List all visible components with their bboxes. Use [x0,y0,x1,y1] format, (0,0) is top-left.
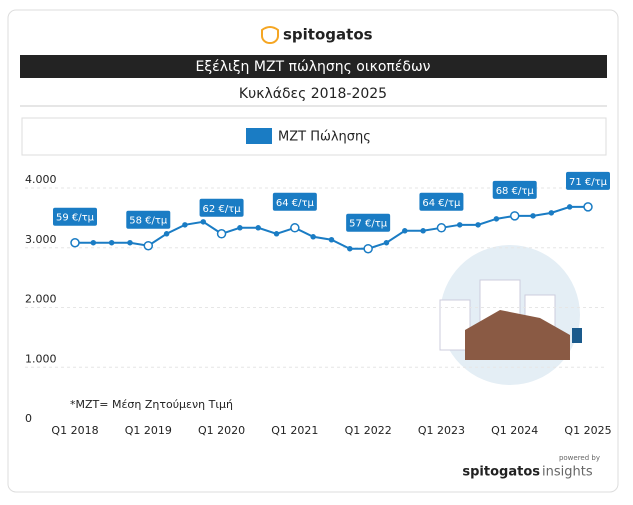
point [493,216,500,222]
point [328,237,335,243]
x-tick-label: Q1 2024 [491,424,538,437]
legend-box [21,117,607,156]
y-tick-label: 0 [25,412,32,425]
point [255,225,261,231]
point [310,234,316,240]
point [530,213,536,219]
point [70,237,80,248]
point [583,202,593,212]
x-tick-label: Q1 2022 [345,424,392,437]
x-tick-label: Q1 2023 [418,424,465,437]
chart-title: Εξέλιξη ΜΖΤ πώλησης οικοπέδων [196,59,431,75]
x-tick-label: Q1 2018 [51,424,98,437]
annotation: 59 €/τμ [56,213,95,224]
point [163,231,170,237]
legend-swatch [246,128,272,144]
annotation-box [272,192,317,211]
annotation-box [199,198,244,217]
x-tick-label: Q1 2019 [125,424,172,437]
annotation: 64 €/τμ [422,198,461,209]
x-tick-label: Q1 2021 [271,424,318,437]
annotation-box [492,180,537,199]
brand: spitogatos [283,26,373,44]
point [290,223,300,233]
point [143,240,154,251]
annotation: 58 €/τμ [129,216,168,227]
title-bar [20,55,607,78]
point [273,231,280,237]
point [548,210,555,216]
point [182,222,188,228]
x-tick-label: Q1 2020 [198,424,245,437]
point [475,222,481,228]
footer-product: insights [542,465,593,480]
y-tick-label: 4.000 [25,173,57,186]
point [383,239,390,246]
annotation: 68 €/τμ [496,186,535,197]
point [436,223,447,233]
annotation-box [346,213,391,232]
legend-label: ΜΖΤ Πώλησης [278,130,371,145]
footer-brand: spitogatos [462,465,540,480]
point [237,225,243,231]
annotation: 57 €/τμ [349,219,388,230]
point [90,239,97,246]
y-tick-label: 3.000 [25,233,57,246]
y-tick-label: 2.000 [25,293,57,306]
annotation-box [419,192,464,211]
annotation: 62 €/τμ [203,204,242,215]
point [108,239,115,246]
point [566,204,573,210]
point [200,219,206,225]
annotation-box [566,171,610,190]
point [127,239,133,246]
illustration [439,245,582,385]
point [363,243,373,254]
chart-subtitle: Κυκλάδες 2018-2025 [239,86,387,102]
point [509,211,520,221]
annotation: 64 €/τμ [276,198,315,209]
x-tick-label: Q1 2025 [564,424,611,437]
annotation: 71 €/τμ [569,177,608,188]
point [347,245,353,252]
powered-by: powered by [559,454,600,462]
annotation-box [126,210,171,229]
point [402,228,408,234]
point [457,222,463,228]
annotation-box [53,207,97,226]
point [420,228,426,234]
y-tick-label: 1.000 [25,352,57,365]
point [216,229,227,239]
footnote: *ΜΖΤ= Μέση Ζητούμενη Τιμή [70,398,233,411]
logo-icon [261,26,279,44]
